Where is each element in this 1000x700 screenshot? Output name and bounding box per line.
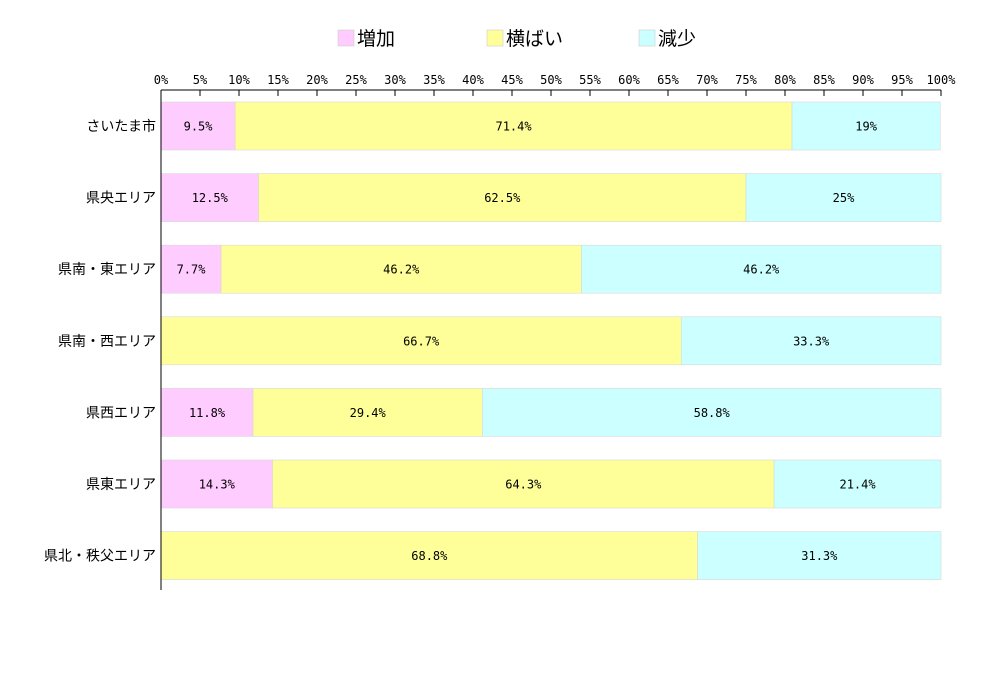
bar-segment <box>680 316 942 366</box>
x-tick-label: 35% <box>423 73 445 87</box>
data-label: 68.8% <box>411 549 448 563</box>
category-label: 県央エリア <box>86 191 156 207</box>
x-tick-label: 70% <box>696 73 718 87</box>
x-tick-label: 20% <box>306 73 328 87</box>
bar-segment <box>745 173 942 222</box>
legend-label: 増加 <box>357 28 395 50</box>
data-label: 58.8% <box>694 406 731 420</box>
data-label: 46.2% <box>743 263 780 277</box>
x-tick-label: 100% <box>927 73 957 87</box>
data-label: 7.7% <box>177 263 207 277</box>
data-label: 71.4% <box>495 120 532 134</box>
data-label: 11.8% <box>189 406 226 420</box>
x-axis-ticks: 0% 5% 10% 15% 20% 25% 30% 35% 40% 45% 50% 55% 60% 65%… <box>154 73 956 96</box>
bar-segment <box>581 244 942 294</box>
x-tick-label: 65% <box>657 73 679 87</box>
x-tick-label: 0% <box>154 73 169 87</box>
bar-segment <box>773 459 942 509</box>
x-tick-label: 45% <box>501 73 523 87</box>
data-label: 46.2% <box>383 263 420 277</box>
data-label: 31.3% <box>801 549 838 563</box>
legend: 増加 横ばい 減少 <box>337 28 696 50</box>
axes <box>160 89 941 590</box>
category-label: さいたま市 <box>86 118 156 135</box>
category-label: 県東エリア <box>86 477 156 493</box>
data-label: 33.3% <box>793 334 830 348</box>
x-tick-label: 95% <box>891 73 913 87</box>
bar-segment <box>482 388 942 437</box>
bar-segment <box>160 388 254 437</box>
bar-segment <box>160 531 698 580</box>
bars: 9.5% 71.4% 19% 12.5% 62.5% 25% 7.7% 46.2% 46.2% 6… <box>160 101 942 580</box>
x-tick-label: 80% <box>774 73 796 87</box>
bar-segment <box>697 531 942 580</box>
x-tick-label: 85% <box>813 73 835 87</box>
data-label: 14.3% <box>199 478 236 492</box>
data-label: 62.5% <box>484 191 521 205</box>
x-tick-label: 50% <box>540 73 562 87</box>
category-label: 県南・西エリア <box>58 334 156 350</box>
category-label: 県西エリア <box>86 405 156 421</box>
x-tick-label: 25% <box>345 73 367 87</box>
legend-swatch <box>337 29 355 47</box>
data-label: 66.7% <box>403 334 440 348</box>
legend-swatch <box>486 29 504 47</box>
bar-segment <box>160 173 259 222</box>
bar-segment <box>160 459 273 509</box>
x-tick-label: 5% <box>193 73 208 87</box>
x-tick-label: 30% <box>384 73 406 87</box>
x-tick-label: 15% <box>267 73 289 87</box>
legend-label: 減少 <box>658 28 696 50</box>
data-label: 64.3% <box>505 478 542 492</box>
legend-label: 横ばい <box>506 28 563 50</box>
bar-segment <box>791 101 941 151</box>
legend-swatch <box>638 29 656 47</box>
category-label: 県北・秩父エリア <box>44 549 156 565</box>
bar-segment <box>272 459 775 509</box>
data-label: 19% <box>855 120 877 134</box>
x-tick-label: 60% <box>618 73 640 87</box>
data-label: 9.5% <box>184 120 214 134</box>
bar-segment <box>258 173 747 222</box>
x-tick-label: 55% <box>579 73 601 87</box>
data-label: 29.4% <box>350 406 387 420</box>
data-label: 21.4% <box>839 478 876 492</box>
x-tick-label: 75% <box>735 73 757 87</box>
bar-segment <box>160 316 682 366</box>
bar-segment <box>252 388 483 437</box>
bar-segment <box>220 244 582 294</box>
x-tick-label: 40% <box>462 73 484 87</box>
data-label: 25% <box>833 191 855 205</box>
data-label: 12.5% <box>192 191 229 205</box>
x-tick-label: 10% <box>228 73 250 87</box>
category-label: 県南・東エリア <box>58 262 156 278</box>
category-labels: さいたま市県央エリア県南・東エリア県南・西エリア県西エリア県東エリア県北・秩父エ… <box>44 118 156 565</box>
x-tick-label: 90% <box>852 73 874 87</box>
